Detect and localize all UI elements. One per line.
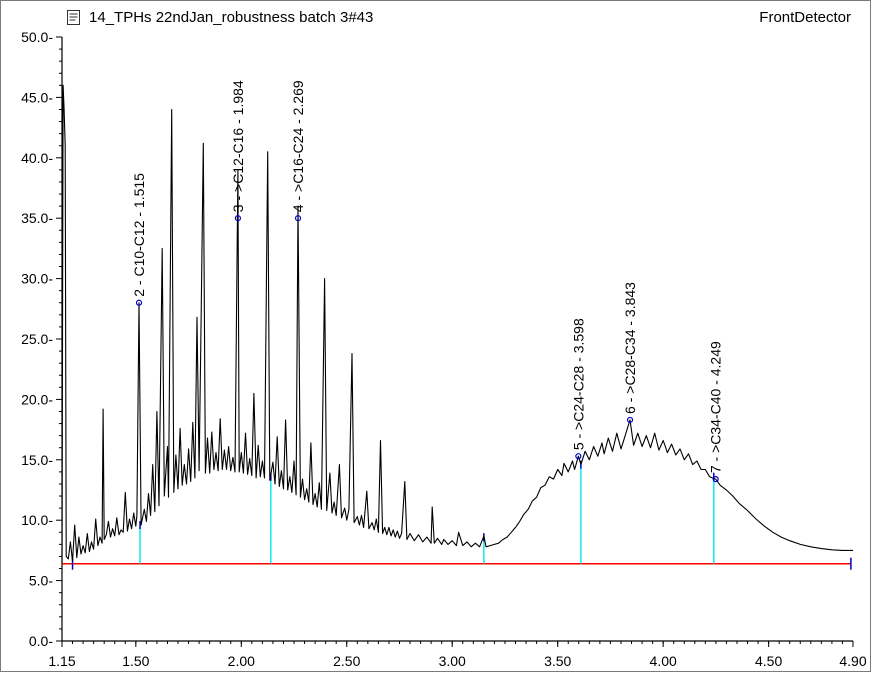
window-lines-group [139, 460, 715, 564]
y-tick-label: 20.0- [21, 391, 53, 407]
y-tick-label: 0.0- [29, 633, 53, 649]
peak-label: 4 - >C16-C24 - 2.269 [290, 80, 306, 212]
x-tick-label: 1.15 [48, 653, 75, 669]
y-tick-label: 5.0- [29, 573, 53, 589]
y-tick-label: 25.0- [21, 331, 53, 347]
document-icon [67, 10, 80, 25]
peak-apex-marker [575, 453, 582, 460]
peak-apex-marker [626, 416, 634, 424]
x-tick-label: 3.00 [439, 653, 466, 669]
y-tick-label: 10.0- [21, 512, 53, 528]
y-tick-label: 15.0- [21, 452, 53, 468]
trace-group [61, 84, 853, 564]
x-tick-label: 1.50 [122, 653, 149, 669]
peak-label: 5 - >C24-C28 - 3.598 [570, 318, 586, 450]
peak-apex-marker [712, 476, 719, 483]
detector-name: FrontDetector [759, 9, 851, 26]
peak-label: 3 - >C12-C16 - 1.984 [230, 80, 246, 212]
peak-apex-marker [294, 215, 302, 222]
peak-label: 2 - C10-C12 - 1.515 [131, 173, 147, 297]
y-tick-label: 45.0- [21, 89, 53, 105]
y-tick-label: 30.0- [21, 271, 53, 287]
chart-title: 14_TPHs 22ndJan_robustness batch 3#43 [89, 9, 374, 26]
axes-group: 0.0- 5.0- 10.0- 15.0- 20.0- 25.0- 30.0- 35.0- 40… [21, 29, 867, 669]
x-tick-label: 4.50 [755, 653, 782, 669]
peak-label: 6 - >C28-C34 - 3.843 [622, 282, 638, 414]
y-tick-label: 35.0- [21, 210, 53, 226]
peak-labels-group: 2 - C10-C12 - 1.515 3 - >C12-C16 - 1.984 4… [131, 80, 724, 483]
peak-apex-marker [234, 215, 242, 222]
y-tick-label: 50.0- [21, 29, 53, 45]
chromatogram-trace [61, 84, 853, 564]
x-tick-label: 2.00 [228, 653, 255, 669]
x-tick-label: 4.90 [839, 653, 866, 669]
y-tick-label: 40.0- [21, 150, 53, 166]
peak-label: 7 - >C34-C40 - 4.249 [708, 341, 724, 473]
x-tick-label: 2.50 [333, 653, 360, 669]
x-tick-label: 4.00 [650, 653, 677, 669]
peak-apex-marker [135, 299, 143, 306]
x-tick-label: 3.50 [544, 653, 571, 669]
